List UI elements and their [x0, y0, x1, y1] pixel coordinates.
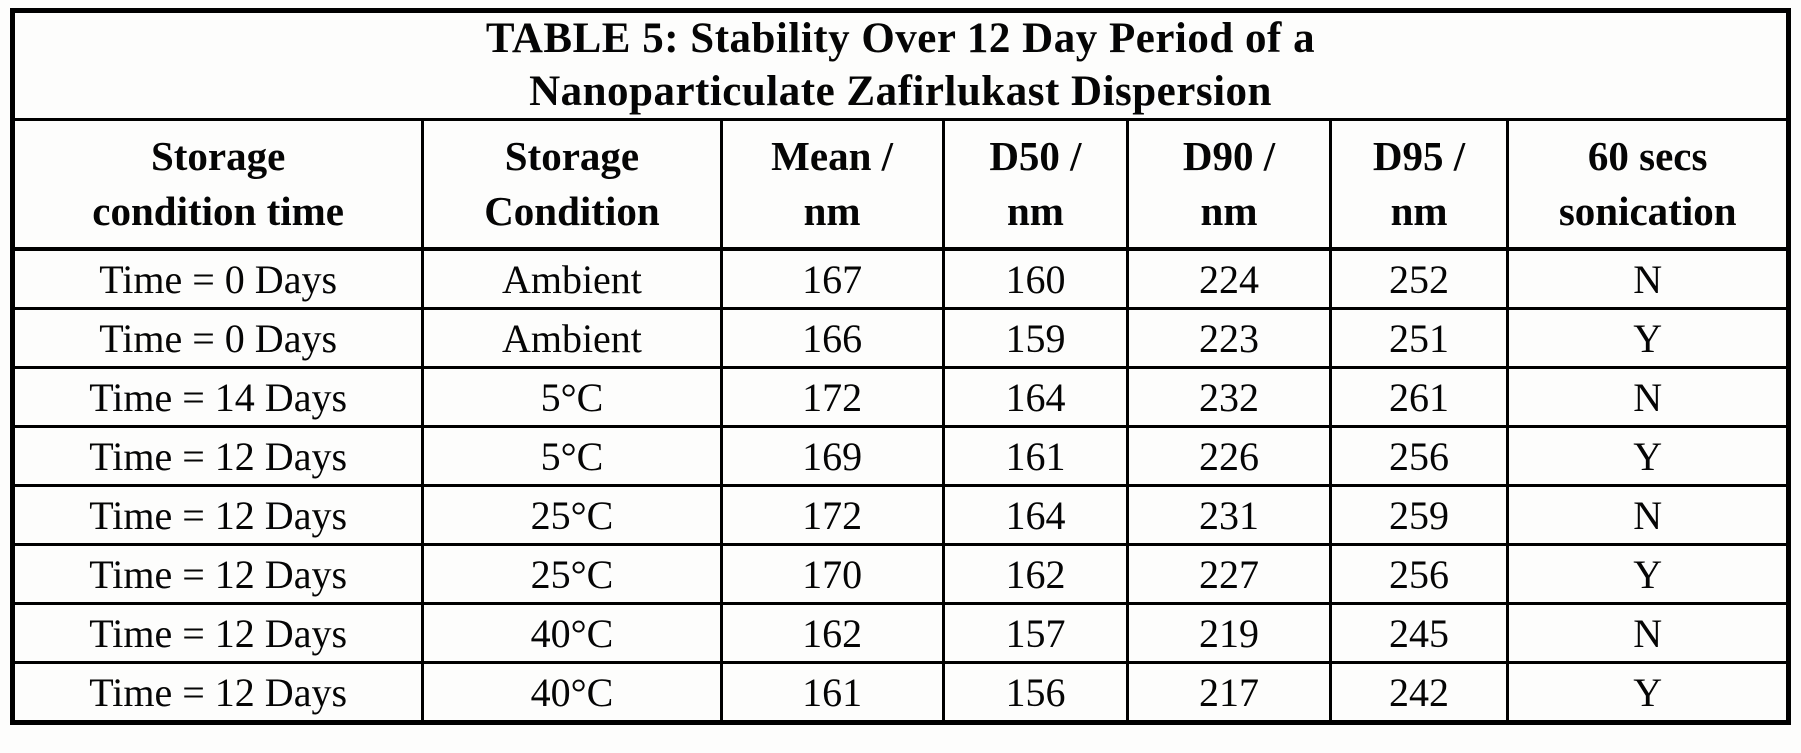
cell-d95-nm: 261 — [1328, 366, 1510, 428]
cell-d90-nm: 231 — [1126, 484, 1332, 546]
column-header-60-secs-sonication: 60 secs sonication — [1506, 118, 1790, 251]
cell-d50-nm: 160 — [941, 247, 1130, 310]
cell-d50-nm: 164 — [941, 366, 1130, 428]
header-line: D95 / — [1372, 132, 1466, 179]
cell-d95-nm: 242 — [1328, 661, 1510, 724]
cell-storage-condition: 5°C — [421, 425, 723, 487]
table-title-row: TABLE 5: Stability Over 12 Day Period of… — [11, 9, 1790, 121]
cell-d90-nm: 223 — [1126, 307, 1332, 369]
cell-d95-nm: 252 — [1328, 247, 1510, 310]
table-title-line-1: TABLE 5: Stability Over 12 Day Period of… — [485, 15, 1316, 63]
cell-storage-condition: Ambient — [421, 247, 723, 310]
cell-mean-nm: 167 — [719, 247, 945, 310]
table-row: Time = 12 Days 40°C 162 157 219 245 N — [10, 602, 1790, 664]
cell-storage-condition: 5°C — [421, 366, 723, 428]
column-header-storage-condition: Storage Condition — [421, 118, 723, 251]
cell-sonication: N — [1506, 247, 1790, 310]
cell-d50-nm: 162 — [941, 543, 1130, 605]
cell-mean-nm: 161 — [719, 661, 945, 724]
cell-storage-condition-time: Time = 12 Days — [10, 484, 425, 546]
cell-d90-nm: 224 — [1126, 247, 1332, 310]
cell-sonication: Y — [1506, 307, 1790, 369]
cell-storage-condition-time: Time = 12 Days — [10, 661, 425, 724]
cell-storage-condition-time: Time = 12 Days — [10, 602, 425, 664]
cell-storage-condition-time: Time = 14 Days — [10, 366, 425, 428]
header-line: nm — [1200, 188, 1258, 234]
cell-mean-nm: 172 — [719, 366, 945, 428]
cell-storage-condition-time: Time = 12 Days — [10, 543, 425, 605]
header-line: D90 / — [1182, 132, 1276, 179]
cell-sonication: Y — [1506, 425, 1790, 487]
table-row: Time = 12 Days 5°C 169 161 226 256 Y — [10, 425, 1790, 487]
cell-storage-condition: 40°C — [421, 661, 723, 724]
cell-sonication: N — [1506, 602, 1790, 664]
header-line: Mean / — [771, 132, 894, 179]
table-title-line-2: Nanoparticulate Zafirlukast Dispersion — [529, 67, 1272, 115]
header-line: nm — [1006, 188, 1064, 234]
cell-d90-nm: 226 — [1126, 425, 1332, 487]
header-line: 60 secs — [1587, 132, 1708, 179]
cell-d90-nm: 217 — [1126, 661, 1332, 724]
header-line: Storage — [504, 132, 640, 179]
table-header-row: Storage condition time Storage Condition… — [10, 118, 1790, 251]
cell-storage-condition: 25°C — [421, 543, 723, 605]
column-header-d50-nm: D50 / nm — [941, 118, 1130, 251]
cell-d50-nm: 161 — [941, 425, 1130, 487]
cell-storage-condition: Ambient — [421, 307, 723, 369]
cell-d50-nm: 157 — [941, 602, 1130, 664]
cell-d50-nm: 164 — [941, 484, 1130, 546]
cell-storage-condition: 40°C — [421, 602, 723, 664]
table-row: Time = 0 Days Ambient 167 160 224 252 N — [10, 247, 1790, 310]
header-line: nm — [803, 188, 861, 234]
cell-d90-nm: 227 — [1126, 543, 1332, 605]
column-header-d95-nm: D95 / nm — [1328, 118, 1510, 251]
cell-d95-nm: 245 — [1328, 602, 1510, 664]
table-row: Time = 12 Days 25°C 172 164 231 259 N — [10, 484, 1790, 546]
column-header-d90-nm: D90 / nm — [1126, 118, 1332, 251]
cell-mean-nm: 170 — [719, 543, 945, 605]
cell-mean-nm: 162 — [719, 602, 945, 664]
cell-d95-nm: 259 — [1328, 484, 1510, 546]
cell-mean-nm: 169 — [719, 425, 945, 487]
header-line: condition time — [92, 188, 344, 234]
stability-table: TABLE 5: Stability Over 12 Day Period of… — [10, 8, 1791, 725]
cell-d50-nm: 159 — [941, 307, 1130, 369]
table-row: Time = 14 Days 5°C 172 164 232 261 N — [10, 366, 1790, 428]
cell-d90-nm: 219 — [1126, 602, 1332, 664]
cell-d95-nm: 251 — [1328, 307, 1510, 369]
cell-d95-nm: 256 — [1328, 543, 1510, 605]
cell-storage-condition-time: Time = 12 Days — [10, 425, 425, 487]
header-line: D50 / — [989, 132, 1082, 179]
header-line: nm — [1390, 188, 1448, 234]
cell-sonication: N — [1506, 366, 1790, 428]
header-line: sonication — [1558, 188, 1737, 234]
table-title: TABLE 5: Stability Over 12 Day Period of… — [11, 9, 1790, 121]
cell-sonication: Y — [1506, 661, 1790, 724]
cell-d90-nm: 232 — [1126, 366, 1332, 428]
header-line: Condition — [484, 188, 660, 234]
cell-d50-nm: 156 — [941, 661, 1130, 724]
header-line: Storage — [150, 132, 286, 179]
cell-storage-condition-time: Time = 0 Days — [10, 307, 425, 369]
column-header-mean-nm: Mean / nm — [719, 118, 945, 251]
cell-d95-nm: 256 — [1328, 425, 1510, 487]
cell-sonication: N — [1506, 484, 1790, 546]
table-row: Time = 12 Days 40°C 161 156 217 242 Y — [10, 661, 1790, 724]
cell-sonication: Y — [1506, 543, 1790, 605]
cell-storage-condition-time: Time = 0 Days — [10, 247, 425, 310]
cell-storage-condition: 25°C — [421, 484, 723, 546]
cell-mean-nm: 166 — [719, 307, 945, 369]
table-row: Time = 0 Days Ambient 166 159 223 251 Y — [10, 307, 1790, 369]
column-header-storage-condition-time: Storage condition time — [10, 118, 425, 251]
cell-mean-nm: 172 — [719, 484, 945, 546]
table-row: Time = 12 Days 25°C 170 162 227 256 Y — [10, 543, 1790, 605]
